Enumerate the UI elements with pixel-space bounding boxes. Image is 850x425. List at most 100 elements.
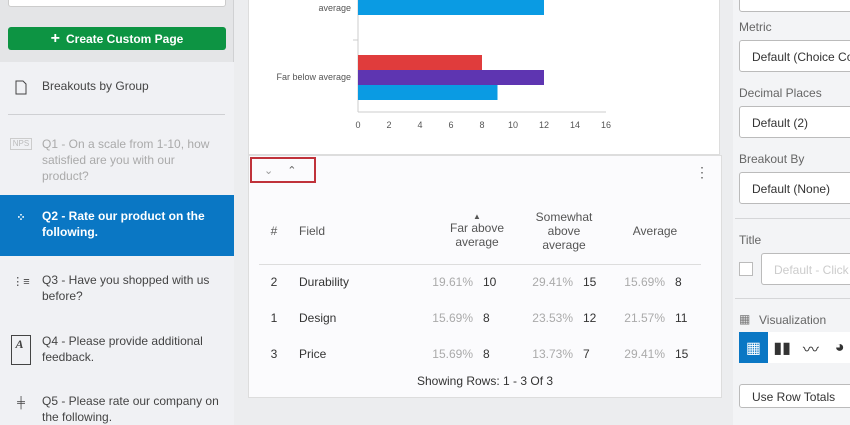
table-cell: 12 (583, 311, 597, 325)
table-cell: 23.53% (532, 311, 573, 325)
sidebar-item-q3[interactable]: ⋮≡ Q3 - Have you shopped with us before? (0, 272, 234, 304)
bar (358, 70, 544, 85)
table-cell: 21.57% 11 (609, 300, 701, 336)
x-tick-label: 6 (448, 120, 453, 130)
table-cell: 2 (270, 275, 278, 290)
table-cell: 10 (483, 275, 497, 290)
x-tick-label: 12 (539, 120, 549, 130)
table-cell: 1 (270, 311, 278, 325)
create-custom-page-button[interactable]: + Create Custom Page (8, 27, 226, 50)
totals-select[interactable]: Use Row Totals (739, 384, 850, 408)
table-cell: 3 (270, 347, 278, 361)
table-cell: 15.69% (432, 311, 473, 325)
page-icon (0, 78, 42, 95)
bar (358, 55, 482, 70)
category-label: Somewhat below (282, 0, 351, 2)
table-cell: 19.61% (432, 275, 473, 290)
more-options-icon[interactable]: ⋮ (695, 164, 709, 180)
table-cell: 19.61% 10 (399, 275, 519, 289)
data-table: # Field ▲ Far above average Somewhat above a… (259, 198, 701, 372)
sidebar-item-q5[interactable]: ╪ Q5 - Please rate our company on the fol… (0, 393, 234, 425)
x-tick-label: 4 (417, 120, 422, 130)
sidebar: + Create Custom Page Breakouts by Group N… (0, 0, 234, 425)
pie-chart-icon[interactable]: ◕ (834, 338, 845, 356)
category-label: Far below average (276, 72, 351, 82)
table-cell: 15.69% 8 (399, 336, 519, 372)
line-chart-icon[interactable]: 〰 (802, 341, 819, 359)
title-input[interactable]: Default - Click to edit (761, 253, 850, 285)
top-select[interactable] (739, 0, 850, 12)
sort-asc-icon: ▲ (473, 212, 481, 222)
nps-icon: NPS (0, 136, 42, 184)
x-tick-label: 14 (570, 120, 580, 130)
sidebar-item-breakouts[interactable]: Breakouts by Group (0, 78, 234, 95)
metric-select[interactable]: Default (Choice Count) (739, 40, 850, 72)
table-row[interactable]: 1 Design 15.69% 8 23.53% 12 21.57% 11 (259, 300, 701, 336)
table-cell: 15.69% 8 (609, 275, 701, 289)
table-cell: 15 (675, 347, 689, 361)
breakout-label: Breakout By (739, 152, 805, 166)
table-cell: 15.69% 8 (399, 311, 519, 325)
table-header: # Field ▲ Far above average Somewhat above a… (259, 198, 701, 265)
divider (8, 114, 225, 115)
col-header-field[interactable]: Field (289, 198, 399, 265)
title-label: Title (739, 233, 762, 247)
x-tick-label: 10 (508, 120, 518, 130)
matrix-icon: ⁘ (16, 212, 26, 224)
table-cell: 7 (583, 347, 590, 361)
table-card: ⌄ ⌃ ⋮ # Field ▲ Far above average Somewhat a… (248, 155, 722, 398)
chevron-down-icon[interactable]: ⌄ (264, 164, 274, 177)
table-cell: 29.41% (532, 275, 573, 290)
settings-panel: Metric Default (Choice Count) Decimal Pl… (733, 0, 850, 425)
table-cell: 13.73% (532, 347, 573, 361)
table-cell: Price (299, 347, 327, 361)
decimal-label: Decimal Places (739, 86, 822, 100)
table-view-icon[interactable]: ▦ (739, 332, 768, 363)
visualization-label: Visualization (759, 313, 827, 327)
table-cell: 8 (675, 275, 682, 290)
table-cell: Durability (299, 275, 350, 290)
text-entry-icon: A (0, 333, 42, 365)
search-input[interactable] (8, 0, 226, 7)
table-cell: 23.53% 12 (519, 300, 609, 336)
slider-icon: ╪ (17, 397, 25, 409)
table-cell: 8 (483, 311, 490, 325)
sidebar-item-q1[interactable]: NPS Q1 - On a scale from 1-10, how satisf… (0, 136, 234, 184)
category-label: average (318, 3, 351, 13)
col-header-index[interactable]: # (259, 198, 289, 265)
visualization-icon: ▦ (739, 312, 751, 326)
visualization-type-bar: ▦ ▮▮ 〰 ◕ (739, 332, 850, 363)
sidebar-item-q4[interactable]: A Q4 - Please provide additional feedback… (0, 333, 234, 365)
bar-chart-icon[interactable]: ▮▮ (773, 339, 791, 357)
table-row[interactable]: 3 Price 15.69% 8 13.73% 7 29.41% 15 (259, 336, 701, 372)
table-cell: 29.41% 15 (519, 264, 609, 300)
table-cell: 23.53% 12 (519, 311, 609, 325)
main-area: 0246810121416Somewhat belowaverageFar be… (235, 0, 733, 425)
table-cell: 15.69% (432, 347, 473, 361)
decimal-select[interactable]: Default (2) (739, 106, 850, 138)
table-cell: 15 (583, 275, 597, 290)
table-cell: 15.69% (624, 275, 665, 290)
table-cell: 21.57% 11 (609, 311, 701, 325)
table-cell: 13.73% 7 (519, 347, 609, 361)
chevron-up-icon[interactable]: ⌃ (287, 164, 297, 177)
bar (358, 0, 544, 15)
table-cell: 15.69% 8 (609, 264, 701, 300)
col-header-average[interactable]: Average (609, 198, 701, 265)
breakout-select[interactable]: Default (None) (739, 172, 850, 204)
table-cell: 21.57% (624, 311, 665, 325)
bar (358, 85, 498, 100)
col-header-far-above[interactable]: ▲ Far above average (399, 198, 519, 265)
divider (735, 298, 850, 299)
sidebar-item-q2[interactable]: ⁘ Q2 - Rate our product on the following. (0, 195, 234, 256)
x-tick-label: 16 (601, 120, 611, 130)
col-header-somewhat-above[interactable]: Somewhat above average (519, 198, 609, 265)
table-row[interactable]: 2 Durability 19.61% 10 29.41% 15 15.69% 8 (259, 264, 701, 300)
title-checkbox[interactable] (739, 262, 753, 276)
divider (735, 218, 850, 219)
row-nav-controls: ⌄ ⌃ (250, 157, 316, 183)
x-tick-label: 2 (386, 120, 391, 130)
multiple-choice-icon: ⋮≡ (12, 276, 30, 288)
